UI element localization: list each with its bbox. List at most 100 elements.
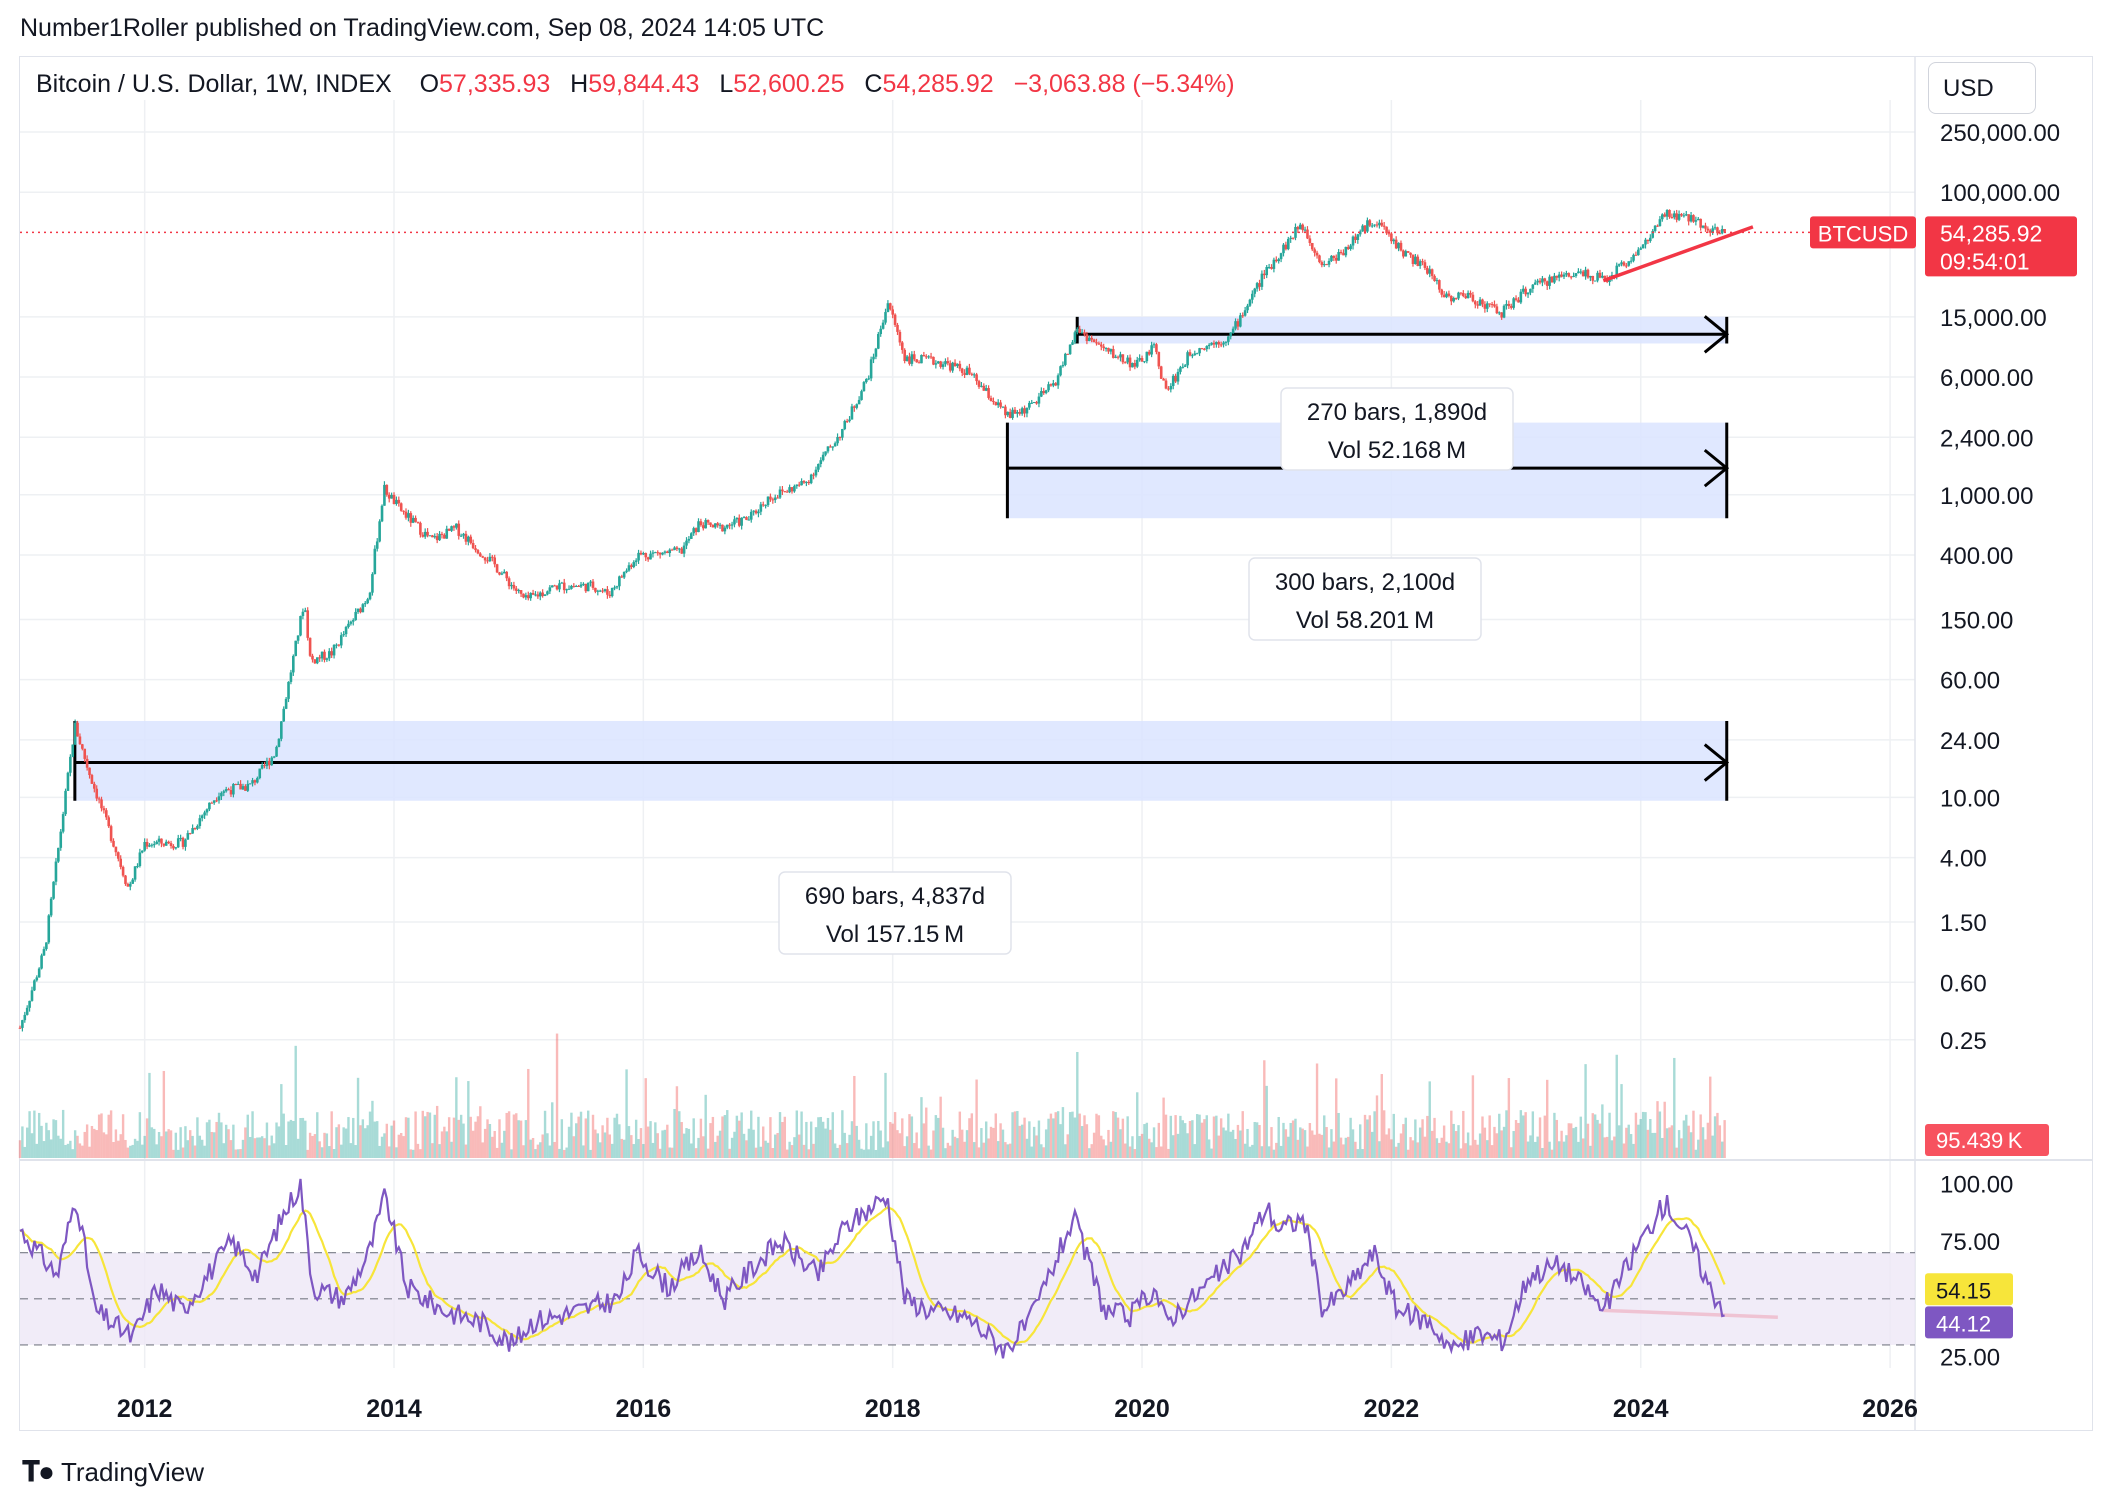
volume-bar bbox=[670, 1147, 674, 1158]
candle-body bbox=[1087, 337, 1091, 342]
volume-bar bbox=[150, 1127, 154, 1158]
candle-body bbox=[874, 348, 878, 357]
symbol-legend[interactable]: Bitcoin / U.S. Dollar, 1W, INDEX O57,335… bbox=[36, 70, 1235, 99]
volume-bar bbox=[208, 1119, 211, 1158]
currency-button[interactable]: USD bbox=[1928, 62, 2036, 114]
candle-body bbox=[1514, 298, 1518, 300]
volume-bar bbox=[1668, 1127, 1671, 1158]
volume-bar bbox=[49, 1139, 53, 1158]
candle-body bbox=[1251, 293, 1254, 300]
volume-bar bbox=[824, 1128, 827, 1158]
symbol-name: Bitcoin / U.S. Dollar, 1W, INDEX bbox=[36, 70, 392, 98]
candle-body bbox=[318, 657, 321, 659]
volume-bar bbox=[198, 1135, 202, 1158]
volume-bar bbox=[265, 1122, 269, 1158]
volume-bar bbox=[457, 1119, 460, 1158]
volume-bar bbox=[121, 1114, 125, 1158]
candle-body bbox=[1469, 292, 1472, 295]
volume-bar bbox=[1416, 1142, 1419, 1158]
candle-body bbox=[157, 838, 161, 842]
candle-body bbox=[160, 838, 163, 844]
candle-body bbox=[809, 474, 813, 484]
candle-body bbox=[1512, 298, 1515, 308]
candle-body bbox=[716, 523, 719, 526]
candle-body bbox=[1478, 299, 1482, 306]
volume-bar bbox=[1478, 1133, 1482, 1158]
candle-body bbox=[224, 789, 228, 792]
volume-bar bbox=[1217, 1135, 1220, 1158]
volume-bar bbox=[1505, 1110, 1508, 1158]
volume-bar bbox=[495, 1147, 499, 1158]
candle-body bbox=[311, 655, 314, 660]
volume-bar bbox=[1548, 1141, 1551, 1158]
candle-body bbox=[1078, 328, 1082, 333]
candle-body bbox=[42, 949, 46, 956]
candle-body bbox=[675, 547, 679, 550]
candle-body bbox=[361, 604, 365, 613]
volume-bar bbox=[764, 1140, 767, 1158]
volume-bar bbox=[105, 1134, 108, 1158]
candle-body bbox=[1068, 344, 1072, 355]
volume-bar bbox=[1394, 1146, 1398, 1158]
candle-body bbox=[1025, 407, 1029, 414]
candle-body bbox=[582, 583, 585, 585]
volume-bar bbox=[1562, 1141, 1566, 1158]
volume-bar bbox=[985, 1121, 988, 1158]
volume-bar bbox=[728, 1148, 731, 1158]
candle-body bbox=[963, 372, 966, 375]
candle-body bbox=[467, 536, 470, 542]
volume-bar bbox=[730, 1137, 734, 1158]
volume-label-box bbox=[1925, 1124, 2049, 1156]
volume-bar bbox=[1076, 1051, 1079, 1158]
candle-body bbox=[481, 556, 485, 558]
volume-bar bbox=[1222, 1127, 1225, 1158]
volume-bar bbox=[1306, 1146, 1309, 1158]
candle-body bbox=[143, 842, 146, 851]
candle-body bbox=[469, 536, 473, 544]
candle-body bbox=[1452, 298, 1456, 302]
candle-body bbox=[1581, 271, 1585, 277]
volume-bar bbox=[567, 1126, 571, 1158]
candle-body bbox=[1030, 402, 1034, 404]
volume-bar bbox=[1526, 1141, 1530, 1158]
candle-body bbox=[479, 553, 482, 557]
candle-body bbox=[699, 521, 703, 526]
candle-body bbox=[577, 586, 580, 588]
candle-body bbox=[215, 800, 218, 802]
candle-body bbox=[1385, 226, 1388, 234]
volume-bar bbox=[1718, 1125, 1722, 1158]
volume-bar bbox=[740, 1112, 743, 1158]
candle-body bbox=[1239, 315, 1242, 327]
volume-bar bbox=[1605, 1136, 1609, 1158]
range-box bbox=[74, 720, 1727, 801]
volume-bar bbox=[1699, 1114, 1702, 1158]
volume-bar bbox=[1124, 1143, 1127, 1158]
volume-bar bbox=[1589, 1145, 1592, 1158]
candle-body bbox=[498, 572, 501, 575]
candle-body bbox=[934, 363, 938, 365]
volume-bar bbox=[25, 1127, 29, 1158]
volume-bar bbox=[992, 1127, 995, 1158]
candle-body bbox=[179, 837, 182, 839]
candle-body bbox=[1109, 349, 1113, 352]
rsi-ma-label-box bbox=[1925, 1273, 2013, 1306]
volume-bar bbox=[488, 1124, 492, 1158]
candle-body bbox=[359, 608, 362, 613]
candle-body bbox=[1042, 391, 1046, 394]
volume-bar bbox=[1107, 1129, 1110, 1158]
candle-body bbox=[1150, 345, 1153, 355]
volume-bar bbox=[1569, 1123, 1573, 1158]
volume-bar bbox=[1378, 1141, 1381, 1158]
volume-bar bbox=[100, 1113, 103, 1158]
candle-body bbox=[1231, 328, 1235, 333]
volume-bar bbox=[1550, 1149, 1554, 1158]
candle-body bbox=[553, 585, 556, 587]
date-range-measurements[interactable]: 690 bars, 4,837d Vol 157.15 M 300 bars, 2,… bbox=[73, 315, 1730, 955]
volume-bar bbox=[421, 1110, 424, 1158]
volume-bar bbox=[1224, 1130, 1228, 1158]
candle-body bbox=[1291, 237, 1295, 239]
candle-body bbox=[841, 429, 844, 438]
candle-body bbox=[1577, 271, 1580, 274]
candle-body bbox=[1708, 230, 1712, 233]
